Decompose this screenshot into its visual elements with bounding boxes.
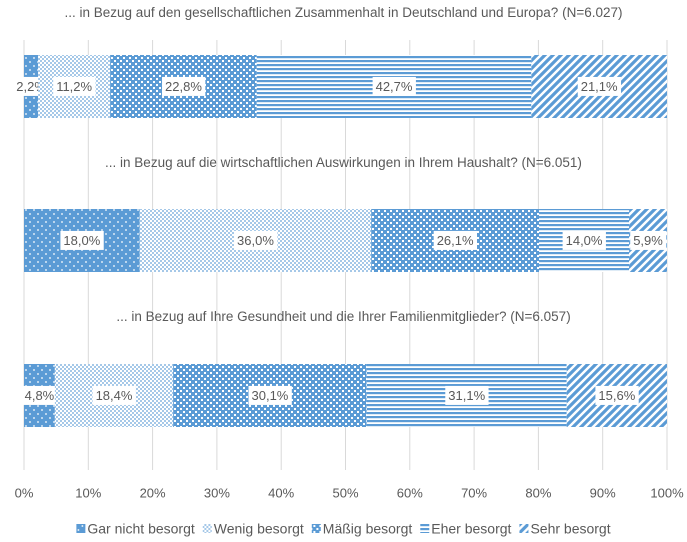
legend-label: Mäßig besorgt	[323, 521, 413, 537]
label-background	[372, 76, 416, 96]
data-label: 4,8%	[25, 388, 55, 403]
x-tick-label: 10%	[75, 485, 101, 500]
x-tick-label: 80%	[525, 485, 551, 500]
x-tick-label: 0%	[15, 485, 34, 500]
label-background	[630, 230, 667, 250]
label-background	[21, 385, 58, 405]
data-label: 14,0%	[566, 233, 603, 248]
x-tick-label: 40%	[268, 485, 294, 500]
label-background	[162, 76, 206, 96]
x-tick-label: 50%	[332, 485, 358, 500]
data-label: 5,9%	[633, 233, 663, 248]
legend-swatch	[519, 524, 529, 533]
label-background	[595, 385, 639, 405]
data-label: 21,1%	[581, 79, 618, 94]
category-label: ... in Bezug auf Ihre Gesundheit und die…	[116, 309, 571, 324]
data-label: 42,7%	[376, 79, 413, 94]
label-background	[577, 76, 622, 96]
label-background	[445, 385, 489, 405]
legend-swatch	[76, 524, 86, 533]
legend-label: Sehr besorgt	[530, 521, 610, 537]
data-label: 30,1%	[252, 388, 289, 403]
data-label: 36,0%	[237, 233, 274, 248]
x-tick-label: 20%	[140, 485, 166, 500]
legend-label: Wenig besorgt	[214, 521, 304, 537]
data-label: 15,6%	[598, 388, 635, 403]
legend-swatch	[420, 524, 430, 533]
data-label: 31,1%	[448, 388, 485, 403]
data-label: 26,1%	[437, 233, 474, 248]
data-label: 22,8%	[165, 79, 202, 94]
label-background	[53, 76, 96, 96]
legend: Gar nicht besorgt Wenig besorgt Mäßig beso…	[76, 521, 611, 537]
data-label: 11,2%	[56, 79, 92, 94]
x-tick-label: 70%	[461, 485, 487, 500]
label-background	[248, 385, 292, 405]
legend-label: Eher besorgt	[431, 521, 511, 537]
label-background	[60, 230, 104, 250]
legend-swatch	[202, 524, 212, 533]
x-tick-label: 90%	[590, 485, 616, 500]
label-background	[433, 230, 477, 250]
category-label: ... in Bezug auf den gesellschaftlichen …	[64, 5, 623, 20]
data-label: 18,0%	[63, 233, 100, 248]
x-tick-label: 30%	[204, 485, 230, 500]
label-background	[562, 230, 606, 250]
category-label: ... in Bezug auf die wirtschaftlichen Au…	[105, 155, 582, 170]
legend-label: Gar nicht besorgt	[87, 521, 194, 537]
data-label: 18,4%	[96, 388, 133, 403]
label-background	[234, 230, 278, 250]
label-background	[92, 385, 136, 405]
legend-swatch	[311, 524, 321, 533]
x-tick-label: 100%	[650, 485, 684, 500]
x-tick-label: 60%	[397, 485, 423, 500]
